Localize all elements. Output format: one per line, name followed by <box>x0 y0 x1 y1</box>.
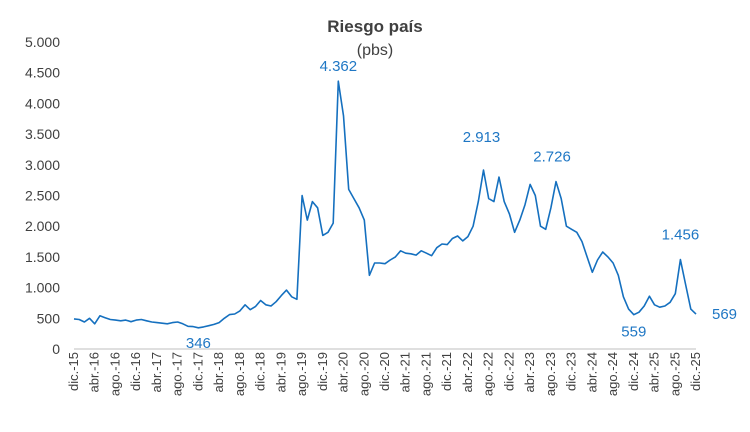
y-tick-label: 2.500 <box>25 188 60 204</box>
data-label: 559 <box>621 324 646 341</box>
x-tick-label: abr.-17 <box>149 352 164 392</box>
x-tick-label: ago.-16 <box>107 352 122 396</box>
y-tick-label: 2.000 <box>25 218 60 234</box>
y-tick-label: 3.500 <box>25 126 60 142</box>
x-tick-label: ago.-18 <box>232 352 247 396</box>
x-axis: dic.-15 abr.-16 ago.-16 dic.-16 abr.-17 ago.-… <box>66 352 703 396</box>
data-label: 2.726 <box>533 149 571 166</box>
x-tick-label: dic.-16 <box>128 352 143 391</box>
x-tick-label: dic.-15 <box>66 352 81 391</box>
x-tick-label: abr.-21 <box>398 352 413 392</box>
x-tick-label: abr.-23 <box>522 352 537 392</box>
x-tick-label: abr.-22 <box>460 352 475 392</box>
x-tick-label: ago.-25 <box>667 352 682 396</box>
x-tick-label: abr.-25 <box>647 352 662 392</box>
y-tick-label: 1.000 <box>25 280 60 296</box>
chart-title: Riesgo país <box>327 17 422 36</box>
y-tick-label: 1.500 <box>25 249 60 265</box>
data-label: 569 <box>712 306 737 323</box>
x-tick-label: ago.-19 <box>294 352 309 396</box>
x-tick-label: dic.-20 <box>377 352 392 391</box>
y-axis: 0 500 1.000 1.500 2.000 2.500 3.000 3.500 4.000 4… <box>25 34 60 357</box>
x-tick-label: ago.-23 <box>543 352 558 396</box>
x-tick-label: ago.-17 <box>170 352 185 396</box>
x-tick-label: abr.-24 <box>584 352 599 392</box>
x-tick-label: dic.-22 <box>501 352 516 391</box>
data-label: 1.456 <box>662 227 700 244</box>
x-tick-label: dic.-17 <box>190 352 205 391</box>
data-label: 4.362 <box>320 58 358 75</box>
x-tick-label: dic.-19 <box>315 352 330 391</box>
y-tick-label: 4.500 <box>25 65 60 81</box>
x-tick-label: dic.-24 <box>626 352 641 391</box>
data-label: 346 <box>186 335 211 352</box>
y-tick-label: 500 <box>37 310 61 326</box>
y-tick-label: 4.000 <box>25 95 60 111</box>
x-tick-label: ago.-21 <box>418 352 433 396</box>
x-tick-label: ago.-24 <box>605 352 620 396</box>
x-tick-label: abr.-16 <box>87 352 102 392</box>
y-tick-label: 3.000 <box>25 157 60 173</box>
y-tick-label: 5.000 <box>25 34 60 50</box>
x-tick-label: dic.-23 <box>564 352 579 391</box>
x-tick-label: dic.-18 <box>253 352 268 391</box>
annotations: 4.362 346 2.913 2.726 559 1.456 569 <box>186 58 737 352</box>
x-tick-label: abr.-20 <box>336 352 351 392</box>
x-tick-label: dic.-25 <box>688 352 703 391</box>
y-tick-label: 0 <box>52 341 60 357</box>
x-tick-label: abr.-18 <box>211 352 226 392</box>
chart-subtitle: (pbs) <box>357 42 393 59</box>
data-label: 2.913 <box>463 129 501 146</box>
x-tick-label: abr.-19 <box>273 352 288 392</box>
series-line-riesgo-pais <box>73 80 697 329</box>
x-tick-label: ago.-20 <box>356 352 371 396</box>
x-tick-label: dic.-21 <box>439 352 454 391</box>
x-tick-label: ago.-22 <box>481 352 496 396</box>
